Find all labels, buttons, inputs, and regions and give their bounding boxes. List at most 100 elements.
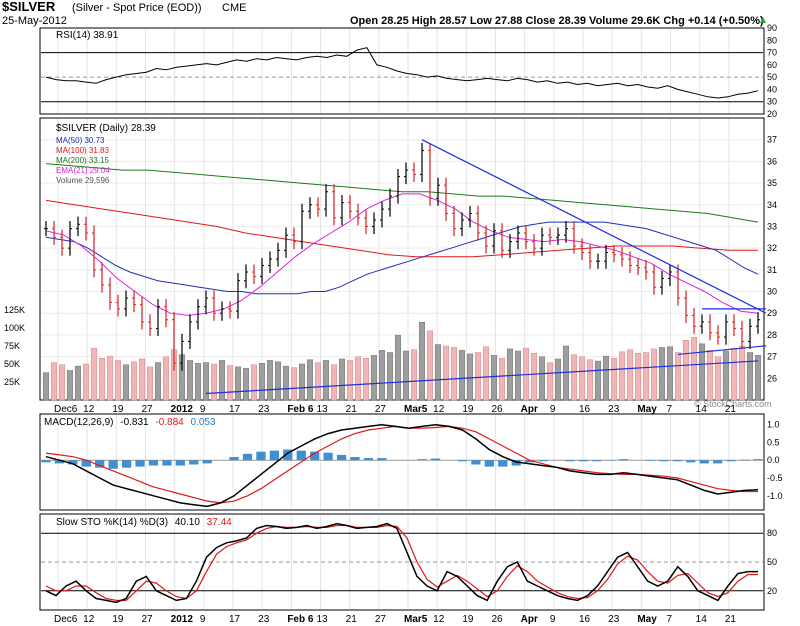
macd-histogram-bar: [121, 460, 132, 468]
macd-panel: [39, 413, 765, 511]
x-tick-label: Dec6: [54, 404, 78, 415]
volume-bar: [578, 356, 586, 401]
legend-volume: Volume 29,596: [56, 176, 110, 185]
stoch-layer: [41, 522, 763, 604]
volume-bar: [498, 357, 506, 401]
stoch-d-value: 37.44: [207, 517, 232, 528]
x-tick-label: 14: [696, 614, 708, 625]
x-tick-label: 17: [229, 614, 241, 625]
volume-bar: [418, 321, 426, 401]
volume-bar: [338, 358, 346, 401]
volume-bar: [538, 356, 546, 401]
macd-histogram-bar: [350, 457, 360, 461]
rsi-tick-label: 50: [767, 72, 777, 82]
x-tick-label: 23: [608, 614, 620, 625]
macd-label-text: MACD(12,26,9): [44, 417, 113, 428]
volume-bar: [362, 357, 370, 401]
macd-histogram-bar: [645, 460, 656, 461]
volume-bar: [242, 368, 250, 401]
macd-histogram-bar: [578, 460, 588, 462]
price-tick-label: 33: [767, 221, 777, 231]
x-tick-label: Feb 6: [287, 404, 314, 415]
macd-histogram-bar: [484, 460, 494, 467]
legend-ema21: EMA(21) 29.04: [56, 166, 110, 175]
price-tick-label: 35: [767, 178, 777, 188]
volume-bar: [50, 362, 58, 401]
x-tick-label: Dec6: [54, 614, 78, 625]
x-tick-label: 12: [83, 614, 95, 625]
trendline-support: [205, 360, 759, 395]
x-tick-label: 12: [433, 614, 445, 625]
volume-bar: [738, 345, 746, 401]
macd-histogram-bar: [619, 459, 629, 461]
macd-histogram-bar: [283, 449, 293, 461]
chart-date: 25-May-2012: [2, 15, 67, 27]
macd-histogram-bar: [739, 459, 750, 461]
volume-bar: [682, 339, 690, 401]
x-tick-label: 16: [579, 614, 591, 625]
macd-histogram-bar: [202, 460, 212, 464]
volume-bar: [58, 364, 66, 401]
volume-bar: [714, 356, 722, 401]
volume-bar: [194, 363, 202, 401]
volume-bar: [482, 346, 490, 401]
volume-bar: [434, 344, 442, 401]
macd-histogram-bar: [68, 460, 78, 465]
macd-histogram-bar: [699, 460, 709, 464]
volume-bar: [642, 352, 650, 401]
price-tick-label: 36: [767, 156, 777, 166]
macd-value: -0.831: [120, 417, 149, 428]
macd-histogram-bar: [457, 460, 468, 462]
stoch-tick-label: 50: [767, 557, 777, 567]
x-tick-label: 9: [200, 614, 206, 625]
volume-bar: [474, 352, 482, 401]
volume-bar: [706, 350, 714, 401]
macd-histogram-bar: [229, 457, 239, 461]
volume-tick-label: 75K: [4, 341, 20, 351]
macd-histogram-bar: [471, 460, 481, 465]
x-tick-label: May: [637, 404, 657, 415]
volume-bar: [154, 362, 162, 401]
rsi-tick-label: 90: [767, 23, 777, 33]
macd-histogram-bar: [538, 460, 548, 462]
trendline: [677, 345, 767, 356]
x-tick-label: 14: [696, 404, 708, 415]
chart-symbol: $SILVER: [2, 0, 56, 14]
volume-bar: [298, 363, 306, 401]
macd-histogram-bar: [498, 460, 508, 467]
x-tick-label: Mar5: [404, 404, 428, 415]
volume-bar: [698, 343, 706, 401]
volume-bar: [130, 361, 138, 401]
macd-histogram-bar: [336, 454, 347, 461]
macd-tick-label: 0.5: [767, 437, 780, 447]
price-tick-label: 27: [767, 352, 777, 362]
chart-quote: Open 28.25 High 28.57 Low 27.88 Close 28…: [350, 15, 764, 27]
volume-bar: [570, 354, 578, 401]
macd-tick-label: 0.0: [767, 455, 780, 465]
volume-bar: [122, 364, 130, 401]
volume-bar: [690, 337, 698, 401]
macd-histogram-bar: [525, 460, 535, 463]
macd-histogram-bar: [108, 460, 118, 469]
stoch-label: Slow STO %K(14) %D(3) 40.10 37.44: [56, 517, 232, 528]
rsi-tick-label: 30: [767, 97, 777, 107]
x-tick-label: Feb 6: [287, 614, 314, 625]
x-tick-label: 23: [608, 404, 620, 415]
volume-tick-label: 100K: [4, 323, 25, 333]
legend-ma50: MA(50) 30.73: [56, 136, 105, 145]
macd-histogram-bar: [565, 460, 575, 462]
x-tick-label: 19: [462, 614, 474, 625]
price-tick-label: 26: [767, 373, 777, 383]
macd-histogram-bar: [363, 458, 374, 461]
price-tick-label: 29: [767, 308, 777, 318]
price-tick-label: 30: [767, 287, 777, 297]
macd-histogram-bar: [54, 460, 65, 464]
volume-bar: [402, 350, 410, 401]
x-tick-label: 9: [200, 404, 206, 415]
x-tick-label: 27: [142, 404, 154, 415]
rsi-tick-label: 40: [767, 84, 777, 94]
x-tick-label: 21: [346, 614, 358, 625]
macd-histogram-bar: [310, 451, 320, 461]
volume-bar: [378, 350, 386, 401]
